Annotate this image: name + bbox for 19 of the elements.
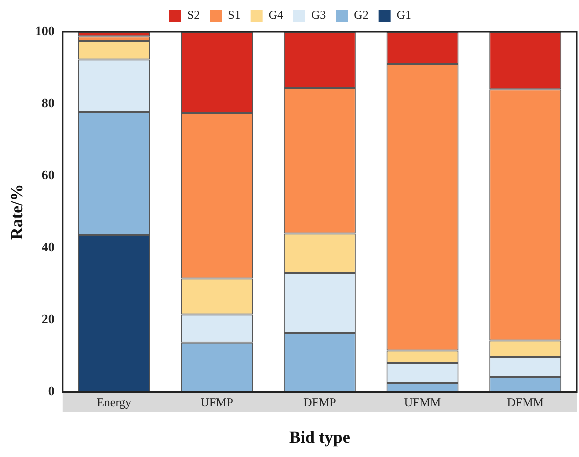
x-tick-label: Energy — [97, 396, 132, 410]
y-tick-label: 40 — [42, 239, 55, 254]
y-tick-label: 20 — [42, 312, 55, 327]
x-tick-label: DFMM — [507, 396, 544, 410]
legend-label: G3 — [312, 8, 326, 22]
x-tick-label: UFMP — [200, 396, 234, 410]
x-tick-label: DFMP — [304, 396, 337, 410]
y-tick-label: 80 — [42, 95, 55, 110]
legend-label: G2 — [354, 8, 369, 22]
legend-label: S2 — [187, 8, 200, 22]
y-axis-title: Rate/% — [8, 184, 27, 240]
legend-label: S1 — [228, 8, 241, 22]
x-tick-label: UFMM — [404, 396, 442, 410]
legend-label: G4 — [268, 8, 284, 22]
y-tick-label: 0 — [48, 384, 55, 399]
y-tick-label: 60 — [42, 167, 55, 182]
x-axis-title: Bid type — [289, 428, 351, 448]
legend-label: G1 — [396, 8, 412, 22]
y-tick-label: 100 — [35, 23, 55, 38]
